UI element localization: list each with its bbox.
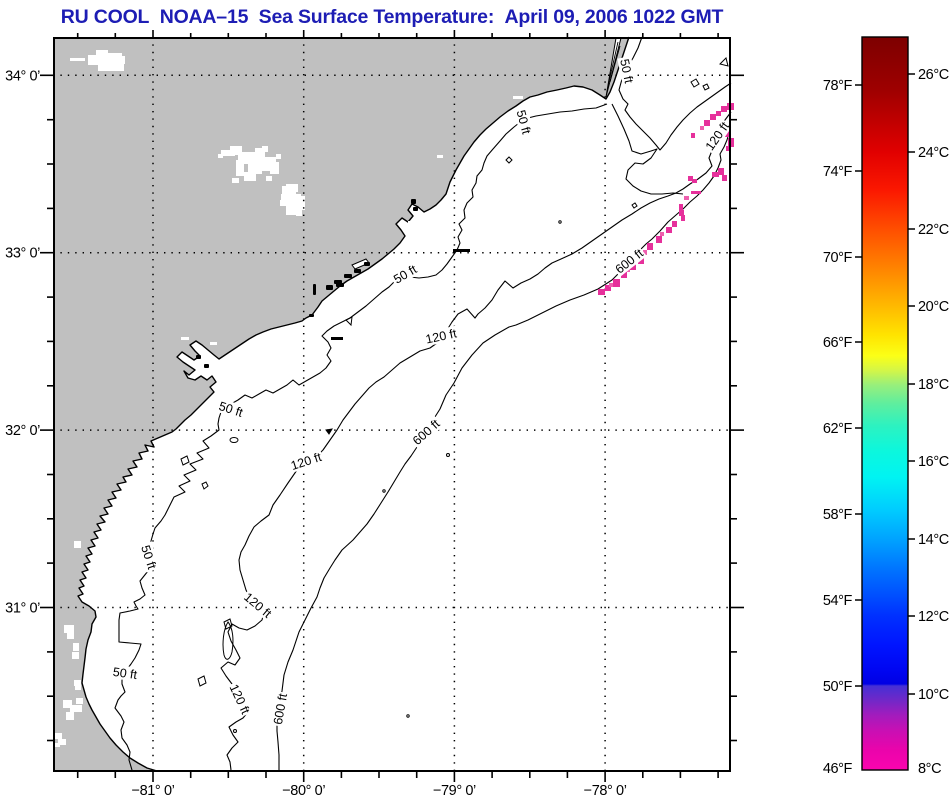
svg-text:50 ft: 50 ft [138,543,159,571]
svg-text:62°F: 62°F [823,421,853,437]
svg-text:14°C: 14°C [918,532,949,548]
svg-text:26°C: 26°C [918,67,949,83]
svg-text:22°C: 22°C [918,222,949,238]
svg-text:12°C: 12°C [918,609,949,625]
svg-text:10°C: 10°C [918,687,949,703]
svg-text:−80° 0’: −80° 0’ [282,783,325,799]
svg-text:−78° 0’: −78° 0’ [584,783,627,799]
svg-text:70°F: 70°F [823,250,853,266]
svg-text:33° 0’: 33° 0’ [5,246,40,262]
svg-text:50 ft: 50 ft [514,109,534,137]
svg-text:RU COOL NOAA–15 Sea Surface: RU COOL NOAA–15 Sea Surface Temperature:… [61,6,724,28]
svg-text:−79° 0’: −79° 0’ [433,783,476,799]
svg-text:50 ft: 50 ft [217,399,245,420]
svg-text:600 ft: 600 ft [271,692,290,726]
svg-text:50 ft: 50 ft [617,58,636,85]
svg-text:34° 0’: 34° 0’ [5,68,40,84]
svg-text:46°F: 46°F [823,761,853,777]
svg-text:58°F: 58°F [823,507,853,523]
svg-text:78°F: 78°F [823,78,853,94]
svg-text:74°F: 74°F [823,164,853,180]
svg-text:31° 0’: 31° 0’ [5,601,40,617]
svg-text:−81° 0’: −81° 0’ [132,783,175,799]
svg-text:18°C: 18°C [918,377,949,393]
svg-text:54°F: 54°F [823,593,853,609]
svg-text:120 ft: 120 ft [424,326,458,346]
svg-text:120 ft: 120 ft [227,682,253,717]
svg-text:66°F: 66°F [823,335,853,351]
svg-text:20°C: 20°C [918,299,949,315]
svg-text:8°C: 8°C [918,761,941,777]
svg-text:50 ft: 50 ft [112,665,139,682]
svg-text:24°C: 24°C [918,145,949,161]
svg-text:120 ft: 120 ft [289,450,324,473]
svg-text:32° 0’: 32° 0’ [5,423,40,439]
svg-text:16°C: 16°C [918,454,949,470]
svg-text:50°F: 50°F [823,679,853,695]
